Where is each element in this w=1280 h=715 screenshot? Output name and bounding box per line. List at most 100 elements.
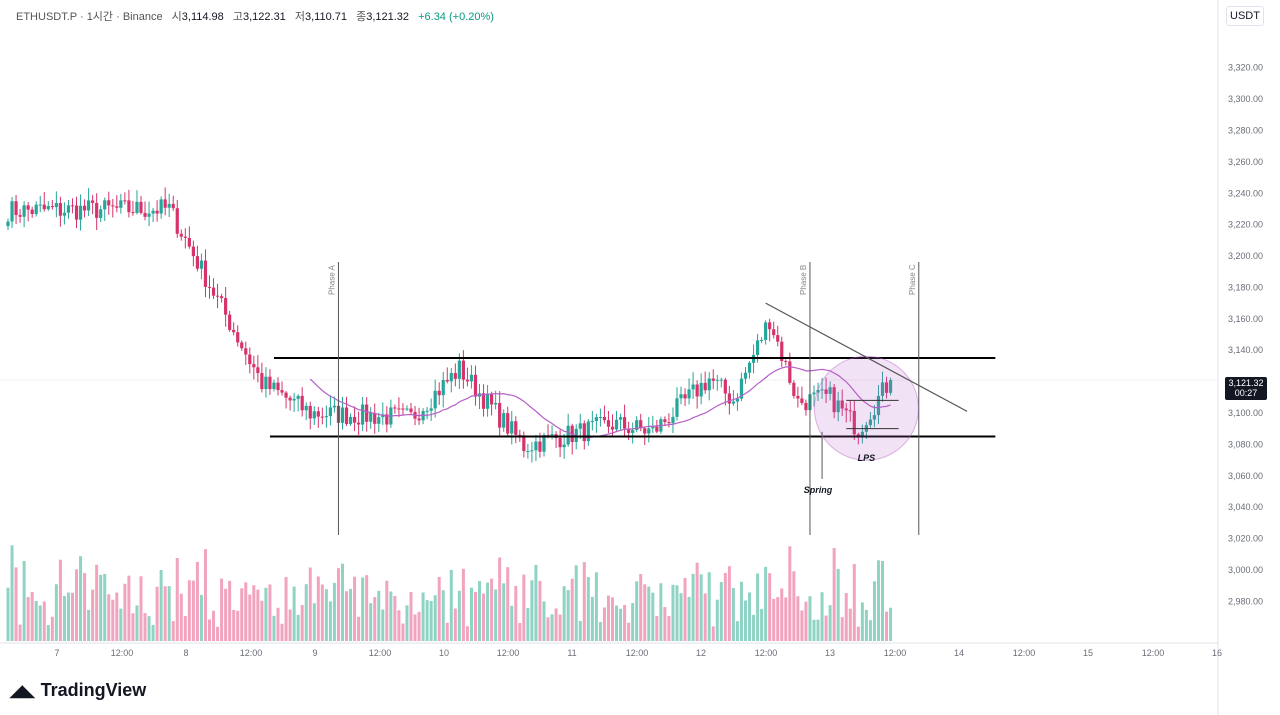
volume-bar (832, 548, 836, 641)
candle-body (66, 205, 71, 213)
volume-bar (70, 592, 74, 641)
volume-bar (772, 598, 776, 641)
x-tick-label: 12:00 (240, 648, 263, 658)
candle-body (348, 416, 353, 424)
candle-body (167, 203, 171, 208)
volume-bar (79, 556, 83, 641)
candle-body (824, 389, 828, 394)
volume-bar (10, 545, 14, 641)
y-tick-label: 3,320.00 (1228, 63, 1263, 73)
candle-body (62, 212, 67, 216)
y-tick-label: 3,040.00 (1228, 502, 1263, 512)
candle-body (723, 379, 727, 394)
volume-bar (687, 596, 691, 641)
y-tick-label: 3,000.00 (1228, 565, 1263, 575)
candle-body (776, 335, 780, 342)
lps-highlight-circle[interactable] (813, 355, 919, 461)
volume-bar (538, 580, 542, 641)
volume-bar (542, 601, 546, 641)
volume-bar (671, 584, 675, 641)
volume-bar (208, 619, 211, 641)
candle-body (602, 416, 607, 421)
last-price-value: 3,121.32 (1228, 378, 1264, 388)
tradingview-logo[interactable]: ◢◣ TradingView (10, 680, 146, 701)
volume-bar (324, 589, 328, 641)
candle-body (58, 203, 62, 216)
volume-bar (66, 592, 70, 641)
symbol-label[interactable]: ETHUSDT.P · 1시간 · Binance (16, 11, 163, 23)
volume-bar (566, 590, 570, 641)
candle-body (485, 393, 490, 409)
volume-bar (486, 582, 490, 641)
candle-body (393, 407, 397, 409)
candle-body (54, 203, 58, 208)
candle-body (405, 408, 409, 410)
volume-bar (340, 563, 344, 641)
candle-body (18, 215, 22, 217)
volume-bar (345, 591, 349, 641)
volume-bar (409, 591, 413, 641)
volume-bar (876, 560, 880, 641)
volume-bar (812, 619, 816, 641)
volume-bar (510, 605, 514, 641)
volume-bar (252, 585, 256, 641)
candle-body (373, 412, 377, 424)
phase-label: Phase C (908, 264, 917, 295)
candle-body (663, 419, 667, 423)
x-tick-label: 12:00 (755, 648, 778, 658)
candle-body (264, 376, 268, 390)
volume-bar (820, 592, 824, 641)
candle-body (14, 201, 18, 216)
volume-bar (570, 578, 574, 641)
volume-bar (159, 569, 163, 641)
y-tick-label: 3,140.00 (1228, 345, 1263, 355)
candle-body (107, 200, 111, 206)
volume-bar (95, 564, 99, 641)
y-tick-label: 3,220.00 (1228, 220, 1263, 230)
candle-body (340, 407, 345, 423)
volume-bar (272, 615, 276, 641)
volume-bar (195, 561, 199, 641)
candle-body (792, 382, 796, 396)
volume-bar (437, 576, 441, 641)
candle-body (50, 206, 54, 208)
candle-body (151, 210, 155, 214)
volume-bar (578, 620, 582, 641)
candle-body (578, 423, 582, 429)
candle-body (481, 393, 486, 409)
y-tick-label: 3,080.00 (1228, 439, 1263, 449)
candle-body (844, 408, 848, 411)
candle-body (643, 428, 647, 434)
volume-bar (139, 576, 143, 641)
volume-bar (514, 585, 518, 641)
candle-body (91, 200, 95, 203)
y-tick-label: 3,160.00 (1228, 314, 1263, 324)
volume-bar (22, 560, 26, 641)
volume-bar (731, 588, 735, 641)
spring-label: Spring (804, 485, 833, 495)
candle-body (276, 382, 280, 391)
candle-body (99, 209, 103, 218)
descending-trendline[interactable] (765, 302, 968, 412)
candle-body (502, 413, 506, 428)
candle-body (679, 394, 683, 399)
volume-bar (663, 607, 667, 641)
volume-bar (844, 593, 848, 641)
volume-bar (429, 600, 433, 641)
candle-body (506, 413, 510, 434)
currency-button[interactable]: USDT (1226, 6, 1264, 26)
volume-bar (558, 614, 562, 641)
candle-body (256, 367, 260, 374)
volume-bar (425, 600, 429, 641)
candle-body (34, 204, 38, 215)
candle-body (143, 212, 147, 217)
candle-body (30, 209, 34, 215)
candle-body (26, 205, 30, 210)
volume-bar (776, 597, 780, 641)
lps-label: LPS (858, 453, 876, 463)
volume-bar (421, 592, 425, 641)
volume-bar (469, 587, 473, 641)
candle-body (675, 398, 679, 417)
volume-bar (868, 620, 872, 641)
